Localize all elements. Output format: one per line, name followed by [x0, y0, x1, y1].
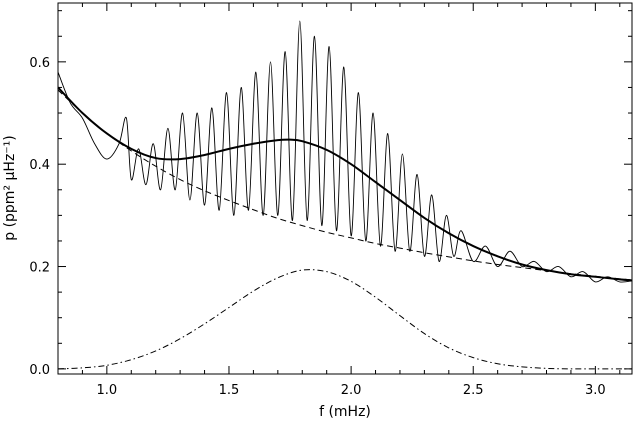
- x-axis-label: f (mHz): [319, 404, 371, 420]
- x-tick-label: 1.0: [97, 383, 118, 398]
- series-line-thin-solid-oscillating: [57, 20, 633, 283]
- tick-layer: 1.0 1.5 2.0 2.5 3.0 0.0 0.2 0.4 0.6: [29, 3, 632, 398]
- y-tick-label: 0.0: [29, 363, 50, 378]
- x-tick-label: 2.5: [463, 383, 484, 398]
- x-tick-label: 1.5: [219, 383, 240, 398]
- y-tick-label: 0.6: [29, 56, 50, 71]
- y-tick-label: 0.4: [29, 158, 50, 173]
- series-line-dashed: [57, 89, 633, 281]
- series-line-thick-solid: [57, 86, 633, 282]
- plot-frame: [57, 2, 633, 375]
- series-layer: [57, 20, 633, 370]
- series-line-dash-dot: [57, 269, 632, 370]
- x-tick-label: 3.0: [585, 383, 606, 398]
- y-axis-label: p (ppm² µHz⁻¹): [2, 135, 18, 241]
- x-tick-label: 2.0: [341, 383, 362, 398]
- y-tick-label: 0.2: [29, 261, 50, 276]
